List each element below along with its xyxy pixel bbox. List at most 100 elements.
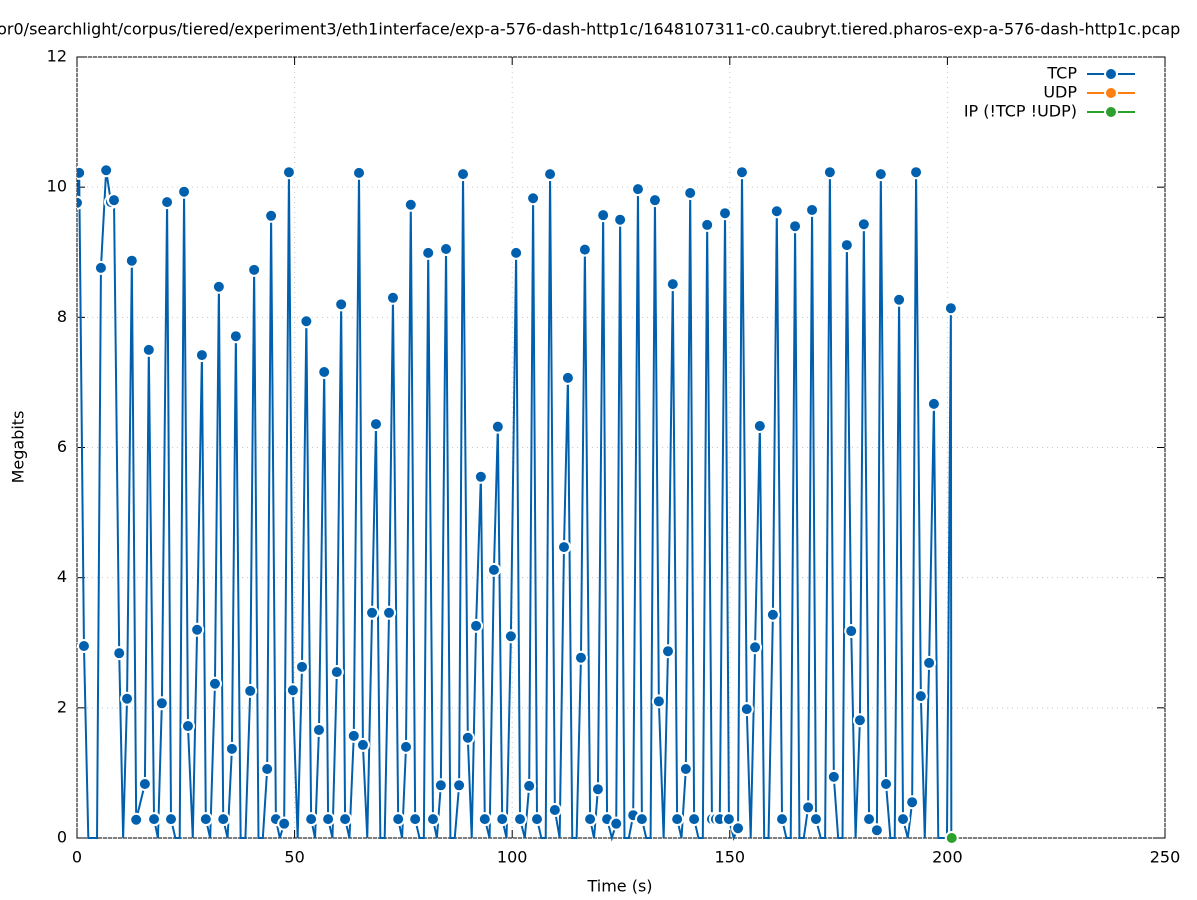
data-point [346, 728, 361, 743]
data-point [285, 683, 300, 698]
data-point [844, 624, 859, 639]
data-point [839, 238, 854, 253]
data-point [879, 776, 894, 791]
data-point [281, 165, 296, 180]
data-point [106, 193, 121, 208]
data-point [596, 208, 611, 223]
data-point [547, 803, 562, 818]
x-tick-label: 100 [497, 848, 528, 867]
data-point [509, 245, 524, 260]
data-point [909, 165, 924, 180]
data-point [321, 812, 336, 827]
x-tick-label: 50 [284, 848, 304, 867]
data-point [93, 260, 108, 275]
data-point [922, 655, 937, 670]
data-point [469, 618, 484, 633]
y-tick-label: 10 [47, 177, 67, 196]
data-point [352, 165, 367, 180]
data-point [826, 769, 841, 784]
data-point [630, 182, 645, 197]
data-point [299, 314, 314, 329]
data-point [577, 242, 592, 257]
data-point [77, 165, 87, 180]
data-point [752, 419, 767, 434]
data-point [822, 165, 837, 180]
data-point [892, 292, 907, 307]
data-point [112, 646, 127, 661]
data-point [731, 821, 746, 836]
data-point [207, 676, 222, 691]
data-point [456, 167, 471, 182]
data-point [260, 762, 275, 777]
data-point [77, 195, 84, 210]
data-point [433, 778, 448, 793]
data-point [304, 812, 319, 827]
data-point [805, 202, 820, 217]
data-point [408, 812, 423, 827]
data-point [294, 659, 309, 674]
y-tick-label: 8 [57, 307, 67, 326]
legend-label: IP (!TCP !UDP) [964, 102, 1077, 121]
data-point [247, 262, 262, 277]
data-point [678, 762, 693, 777]
y-tick-label: 2 [57, 697, 67, 716]
data-point [452, 778, 467, 793]
data-point [99, 163, 114, 178]
data-point [399, 739, 414, 754]
data-point [748, 640, 763, 655]
chart-title: /mnt/stor0/searchlight/corpus/tiered/exp… [0, 20, 1180, 39]
data-point [120, 691, 135, 706]
data-point [683, 186, 698, 201]
data-point [486, 562, 501, 577]
data-point [873, 167, 888, 182]
data-point [329, 665, 344, 680]
data-point [194, 348, 209, 363]
x-tick-label: 200 [932, 848, 963, 867]
data-point [852, 713, 867, 728]
data-point [421, 245, 436, 260]
data-point [734, 165, 749, 180]
data-point [243, 683, 258, 698]
data-point [403, 197, 418, 212]
data-point [944, 831, 959, 845]
data-point [856, 217, 871, 232]
data-point [522, 778, 537, 793]
y-tick-label: 4 [57, 567, 67, 586]
data-point [317, 365, 332, 380]
data-point [513, 812, 528, 827]
data-point [583, 812, 598, 827]
data-point [277, 816, 292, 831]
data-point [739, 702, 754, 717]
data-point [560, 370, 575, 385]
data-point [869, 823, 884, 838]
data-point [613, 212, 628, 227]
data-point [700, 217, 715, 232]
data-point [495, 812, 510, 827]
x-tick-label: 150 [715, 848, 746, 867]
data-point [634, 812, 649, 827]
data-point [460, 730, 475, 745]
x-tick-label: 250 [1150, 848, 1181, 867]
data-point [198, 812, 213, 827]
data-point [721, 812, 736, 827]
data-point [913, 689, 928, 704]
legend-label: UDP [1043, 83, 1077, 102]
data-point [665, 277, 680, 292]
data-point [896, 812, 911, 827]
data-point [543, 167, 558, 182]
data-point [190, 622, 205, 637]
data-point [141, 342, 156, 357]
data-point [311, 722, 326, 737]
data-point [425, 812, 440, 827]
y-tick-label: 0 [57, 828, 67, 847]
y-tick-label: 6 [57, 437, 67, 456]
data-point [365, 605, 380, 620]
data-point [670, 812, 685, 827]
data-point [473, 469, 488, 484]
data-point [216, 812, 231, 827]
series-line [77, 170, 953, 842]
data-point [382, 605, 397, 620]
data-point [211, 279, 226, 294]
data-point [228, 329, 243, 344]
data-point [137, 776, 152, 791]
